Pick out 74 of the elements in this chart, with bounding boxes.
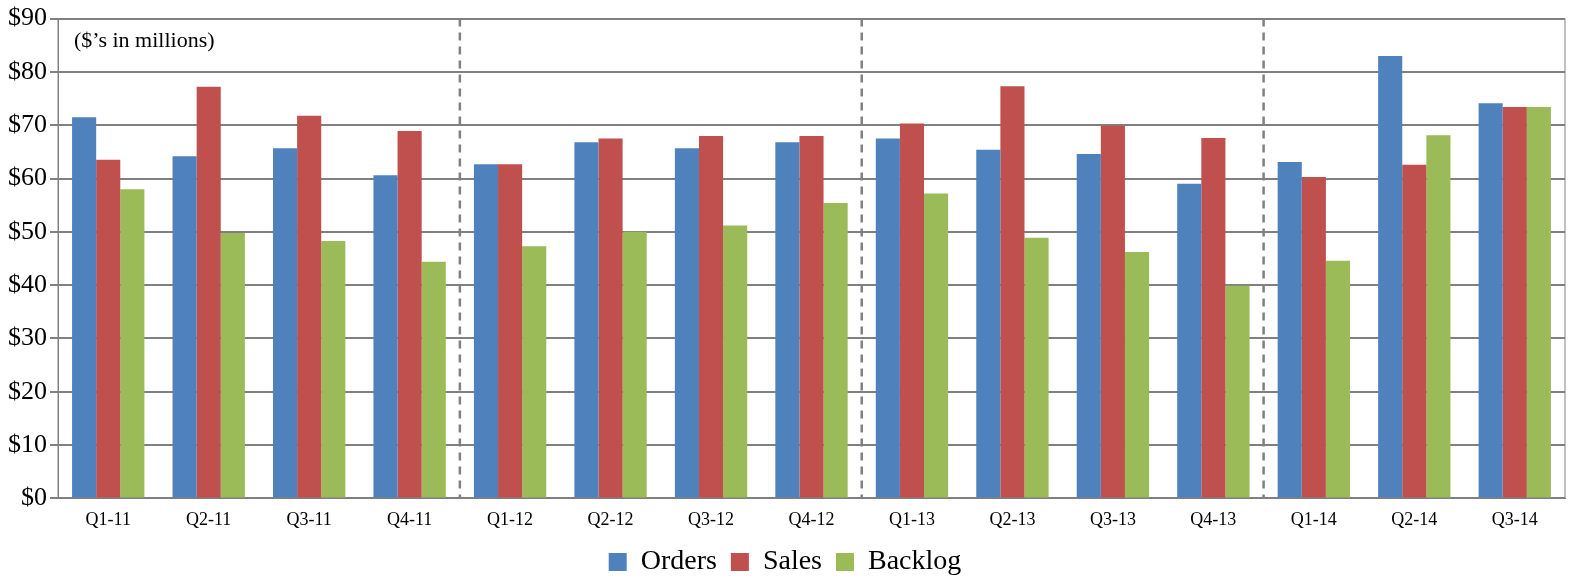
x-tick-label: Q4-13: [1190, 508, 1237, 529]
bar: [723, 225, 748, 498]
bar: [622, 231, 647, 498]
bar: [1301, 176, 1326, 498]
x-tick-label: Q4-11: [386, 508, 433, 529]
bar: [397, 131, 422, 498]
bar: [1100, 125, 1125, 498]
bar: [976, 149, 1001, 498]
y-tick-label: $80: [8, 55, 47, 85]
x-tick-label: Q1-13: [888, 508, 935, 529]
bar: [1177, 183, 1202, 498]
y-tick-label: $90: [8, 2, 47, 32]
bar: [297, 115, 322, 498]
x-tick-label: Q1-11: [85, 508, 131, 529]
bar: [1201, 138, 1226, 498]
y-tick-label: $50: [8, 215, 47, 245]
x-tick-label: Q2-11: [186, 508, 232, 529]
bar: [498, 164, 523, 498]
bar: [522, 246, 547, 498]
x-tick-label: Q1-12: [487, 508, 534, 529]
x-tick-label: Q3-12: [688, 508, 735, 529]
y-tick-label: $70: [8, 109, 47, 139]
bar: [1478, 103, 1503, 498]
bar: [1526, 107, 1551, 498]
bar: [1402, 164, 1427, 498]
bar: [96, 159, 121, 498]
bar: [924, 193, 949, 498]
bar: [1225, 285, 1250, 498]
y-tick-label: $40: [8, 268, 47, 298]
bar: [172, 156, 197, 498]
bar: [421, 261, 446, 498]
bar: [1502, 107, 1527, 498]
x-tick-label: Q3-13: [1089, 508, 1136, 529]
bar: [196, 86, 221, 498]
y-tick-label: $0: [21, 482, 47, 512]
x-tick-label: Q1-14: [1290, 508, 1337, 529]
bar: [823, 203, 848, 498]
bar: [574, 142, 599, 498]
y-tick-label: $30: [8, 322, 47, 352]
bar: [674, 148, 699, 498]
bar: [1426, 135, 1451, 498]
bar: [598, 138, 623, 498]
bar: [321, 240, 346, 498]
bar: [373, 175, 398, 498]
legend-label: Orders: [640, 544, 717, 576]
bar: [120, 189, 145, 498]
x-tick-label: Q2-14: [1391, 508, 1438, 529]
bar: [1325, 260, 1350, 498]
y-tick-label: $10: [8, 428, 47, 458]
y-tick-label: $60: [8, 162, 47, 192]
x-tick-label: Q3-14: [1491, 508, 1538, 529]
bar: [775, 142, 800, 498]
legend-label: Backlog: [867, 544, 962, 576]
x-tick-label: Q3-11: [286, 508, 332, 529]
y-tick-label: $20: [8, 375, 47, 405]
x-tick-label: Q4-12: [788, 508, 835, 529]
bar: [1076, 154, 1101, 498]
x-tick-label: Q2-13: [989, 508, 1036, 529]
bar: [1024, 237, 1049, 498]
bar: [799, 135, 824, 498]
bar: [220, 232, 245, 498]
bar: [1378, 55, 1403, 498]
bar: [473, 164, 499, 498]
bar: [875, 138, 900, 498]
annotation: ($’s in millions): [74, 27, 215, 53]
bar: [1000, 86, 1025, 498]
bar: [273, 148, 298, 498]
bar: [899, 123, 925, 498]
legend-label: Sales: [762, 544, 822, 576]
bar: [1124, 252, 1150, 498]
bar: [698, 135, 724, 498]
bar: [72, 117, 97, 498]
x-tick-label: Q2-12: [587, 508, 634, 529]
bar: [1277, 162, 1302, 498]
